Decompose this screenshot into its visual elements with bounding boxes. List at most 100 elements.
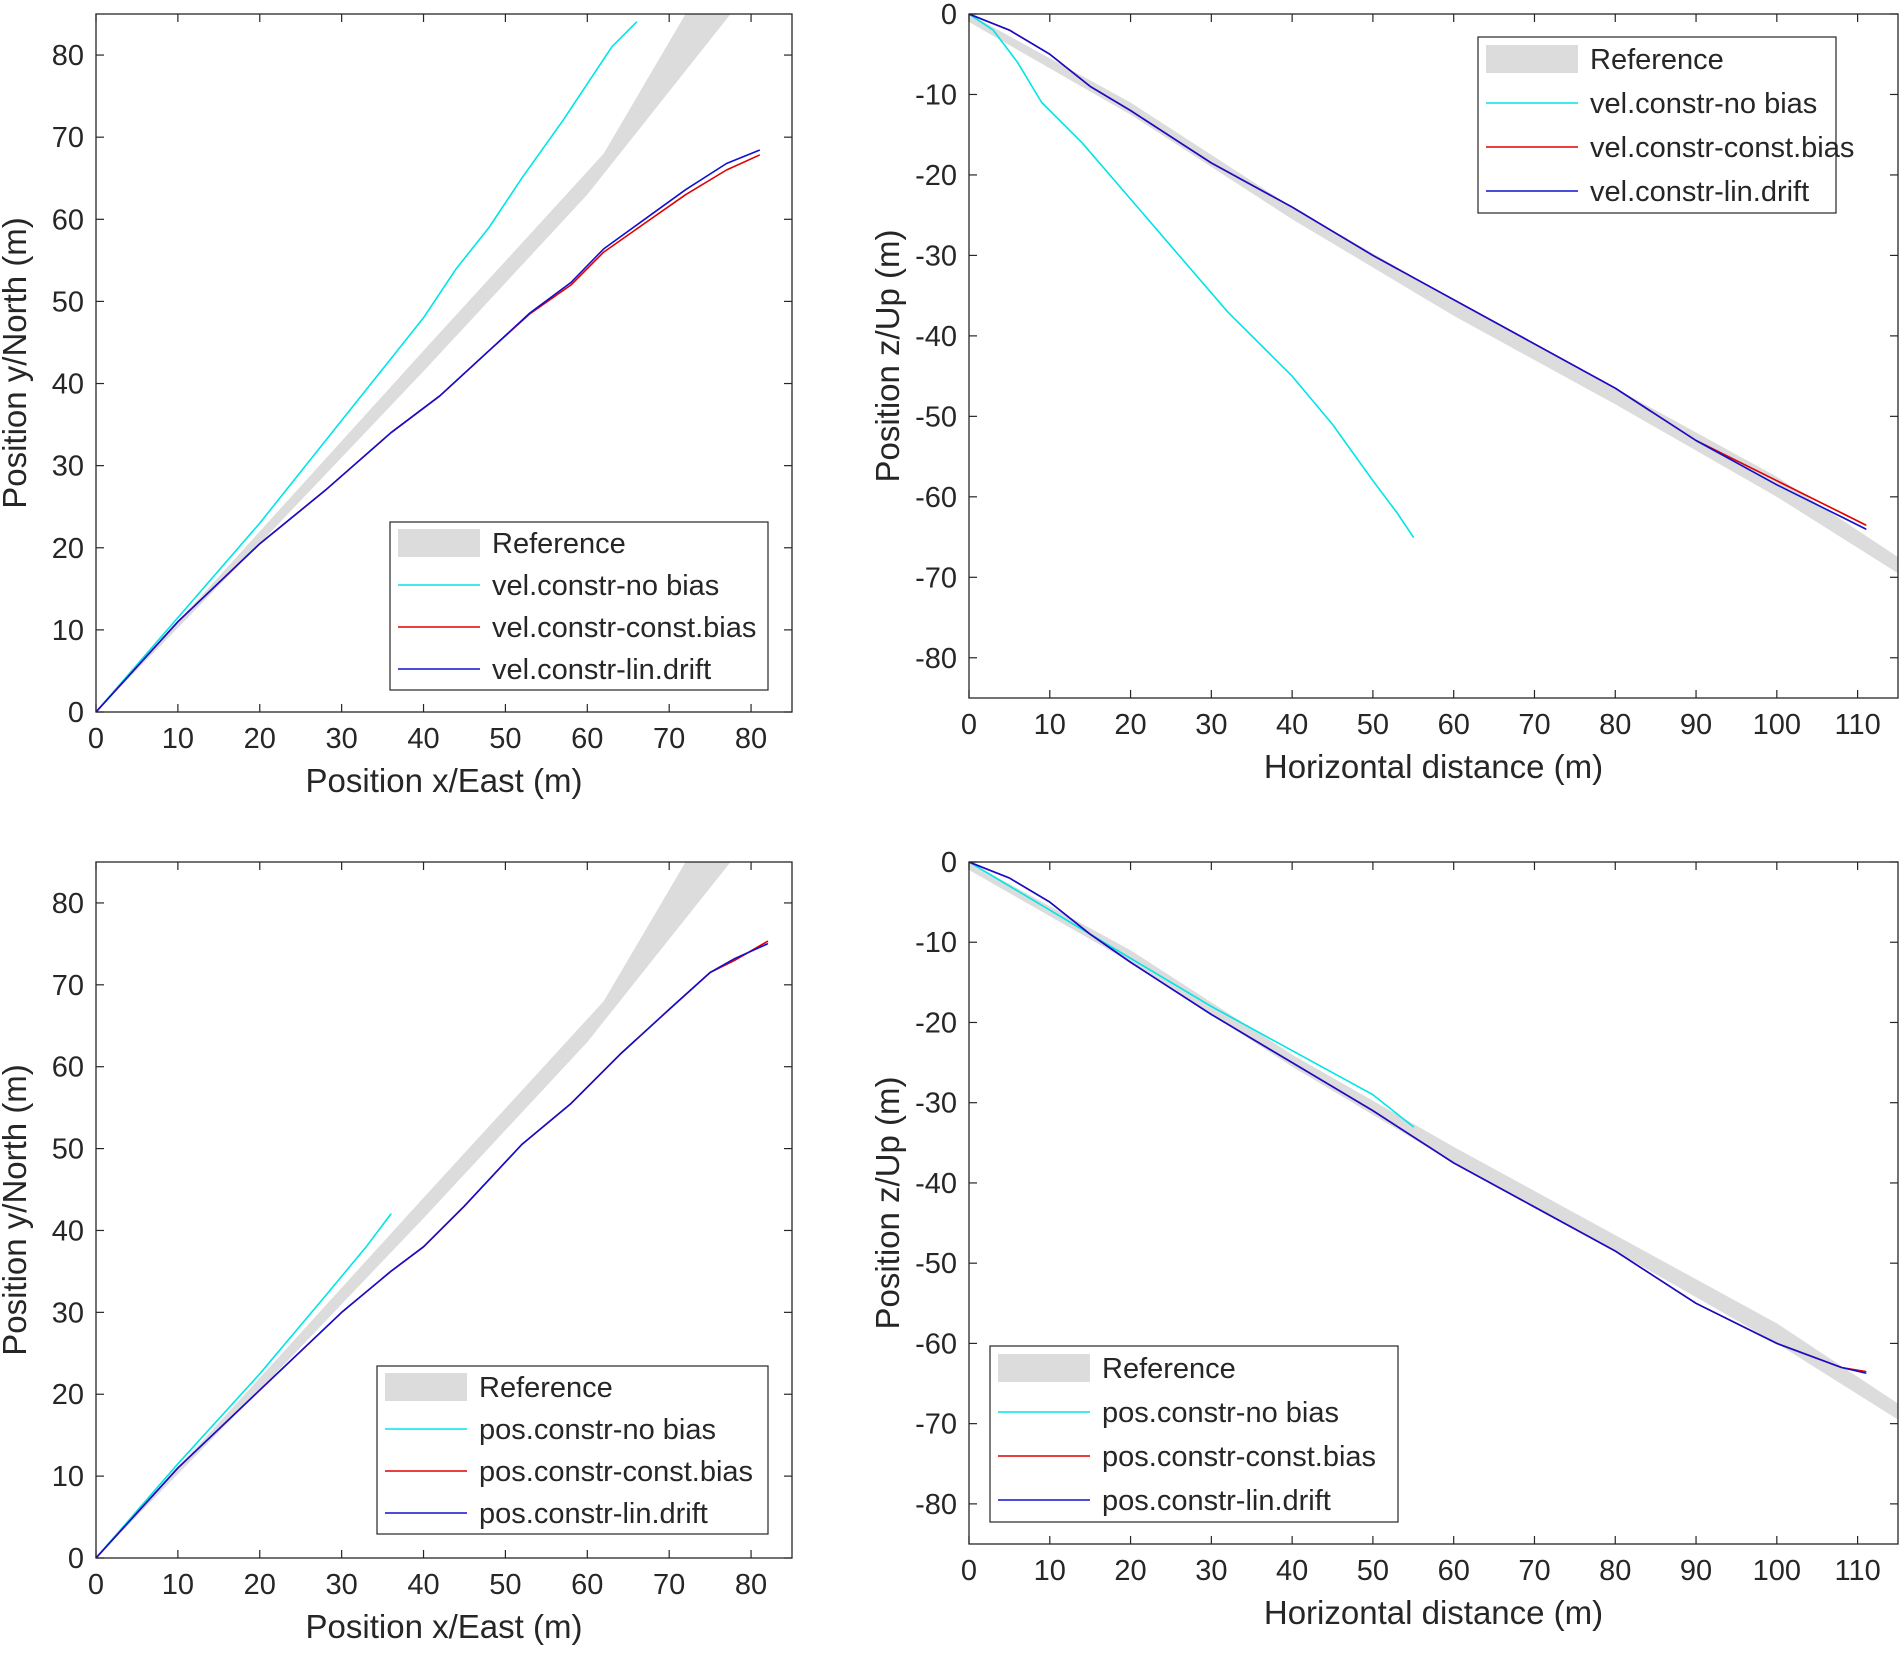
chart-panel-bottom-right: 0 10 20 30 40 50 60 70 80 90 100 110 0 -10 -20 -30 -40 -5… [869,847,1899,1631]
legend-label-reference: Reference [479,1372,613,1404]
y-tick-label: -50 [915,1248,957,1280]
y-tick-label: -70 [915,562,957,594]
x-tick-label: 10 [1034,709,1066,741]
legend-label-vel-constr-no-bias: vel.constr-no bias [492,570,719,602]
chart-panel-top-right: 0 10 20 30 40 50 60 70 80 90 100 110 0 -10 -20 -30 -40 -5… [869,0,1899,785]
y-tick-label: -30 [915,1088,957,1120]
x-tick-label: 0 [961,709,977,741]
legend-label-pos-constr-const-bias: pos.constr-const.bias [1102,1441,1376,1473]
y-tick-label: 60 [52,1052,84,1084]
axes-box [968,861,1899,1545]
series-line-vel-constr-no-bias [969,14,1415,538]
legend-label-vel-constr-lin-drift: vel.constr-lin.drift [1590,176,1809,208]
x-tick-label: 70 [1518,1555,1550,1587]
legend-label-pos-constr-const-bias: pos.constr-const.bias [479,1456,753,1488]
y-tick-label: 0 [68,697,84,729]
reference-band [96,862,731,1558]
y-tick-label: 30 [52,451,84,483]
x-tick-label: 70 [1518,709,1550,741]
x-tick-label: 10 [1034,1555,1066,1587]
x-tick-label: 50 [1357,709,1389,741]
reference-band [969,862,1898,1420]
x-tick-label: 80 [1599,1555,1631,1587]
y-tick-label: -80 [915,1489,957,1521]
legend-label-reference: Reference [492,528,626,560]
legend-label-reference: Reference [1102,1353,1236,1385]
legend-swatch-reference [385,1373,467,1401]
axes-box [95,13,793,713]
x-tick-label: 20 [244,1569,276,1601]
x-tick-label: 0 [88,1569,104,1601]
x-tick-label: 10 [162,1569,194,1601]
x-tick-label: 0 [961,1555,977,1587]
x-axis-label: Horizontal distance (m) [1264,1594,1603,1631]
y-tick-label: -10 [915,927,957,959]
legend-label-pos-constr-lin-drift: pos.constr-lin.drift [479,1498,708,1530]
chart-panel-bottom-left: 0 10 20 30 40 50 60 70 80 0 10 20 30 40 50 60 70 80 Positi… [0,861,793,1645]
y-tick-label: 30 [52,1297,84,1329]
x-tick-label: 100 [1753,1555,1801,1587]
reference-band [969,14,1898,574]
x-axis-label: Horizontal distance (m) [1264,748,1603,785]
y-tick-label: -20 [915,160,957,192]
plot-area [96,862,769,1558]
x-tick-label: 50 [1357,1555,1389,1587]
x-tick-label: 60 [1438,709,1470,741]
x-tick-label: 70 [653,1569,685,1601]
y-axis-label: Position y/North (m) [0,1064,33,1356]
x-tick-label: 80 [735,723,767,755]
y-axis-label: Position z/Up (m) [869,1076,906,1329]
series-line-pos-constr-no-bias [96,1213,392,1558]
legend-label-pos-constr-no-bias: pos.constr-no bias [1102,1397,1339,1429]
x-tick-label: 40 [1276,709,1308,741]
x-tick-label: 40 [407,1569,439,1601]
y-tick-label: -60 [915,482,957,514]
y-tick-label: 80 [52,40,84,72]
x-tick-label: 30 [1195,709,1227,741]
x-tick-label: 90 [1680,709,1712,741]
legend-label-pos-constr-no-bias: pos.constr-no bias [479,1414,716,1446]
legend: Reference vel.constr-no bias vel.constr-co… [389,521,769,691]
y-tick-label: 20 [52,533,84,565]
y-tick-label: -10 [915,79,957,111]
legend-swatch-reference [398,529,480,557]
x-tick-label: 100 [1753,709,1801,741]
y-tick-label: 40 [52,1215,84,1247]
axes-box [968,13,1899,699]
series-line-vel-constr-no-bias [96,21,638,712]
x-tick-label: 20 [244,723,276,755]
legend-label-reference: Reference [1590,44,1724,76]
y-axis-label: Position y/North (m) [0,217,33,509]
y-tick-label: -60 [915,1328,957,1360]
plot-area [969,14,1898,574]
series-line-pos-constr-lin-drift [969,862,1867,1374]
y-tick-label: 70 [52,122,84,154]
legend-swatch-reference [998,1354,1090,1382]
y-tick-label: 0 [68,1543,84,1575]
y-tick-label: -70 [915,1409,957,1441]
y-tick-label: 40 [52,369,84,401]
x-tick-label: 60 [571,1569,603,1601]
series-line-vel-constr-lin-drift [969,14,1867,530]
y-tick-label: 10 [52,1461,84,1493]
x-tick-label: 30 [326,723,358,755]
y-tick-label: 20 [52,1379,84,1411]
axes-box [95,861,793,1559]
y-tick-label: -40 [915,321,957,353]
plot-area [969,862,1898,1420]
legend-label-pos-constr-lin-drift: pos.constr-lin.drift [1102,1485,1331,1517]
x-tick-label: 10 [162,723,194,755]
x-tick-label: 70 [653,723,685,755]
legend-label-vel-constr-const-bias: vel.constr-const.bias [1590,132,1854,164]
legend: Reference pos.constr-no bias pos.constr-co… [376,1365,769,1535]
x-tick-label: 40 [407,723,439,755]
series-line-vel-constr-lin-drift [96,149,760,712]
legend-label-vel-constr-lin-drift: vel.constr-lin.drift [492,654,711,686]
x-tick-label: 60 [1438,1555,1470,1587]
reference-band [96,14,731,712]
y-tick-label: 50 [52,1134,84,1166]
x-tick-label: 90 [1680,1555,1712,1587]
x-tick-label: 20 [1114,1555,1146,1587]
y-tick-label: -50 [915,401,957,433]
